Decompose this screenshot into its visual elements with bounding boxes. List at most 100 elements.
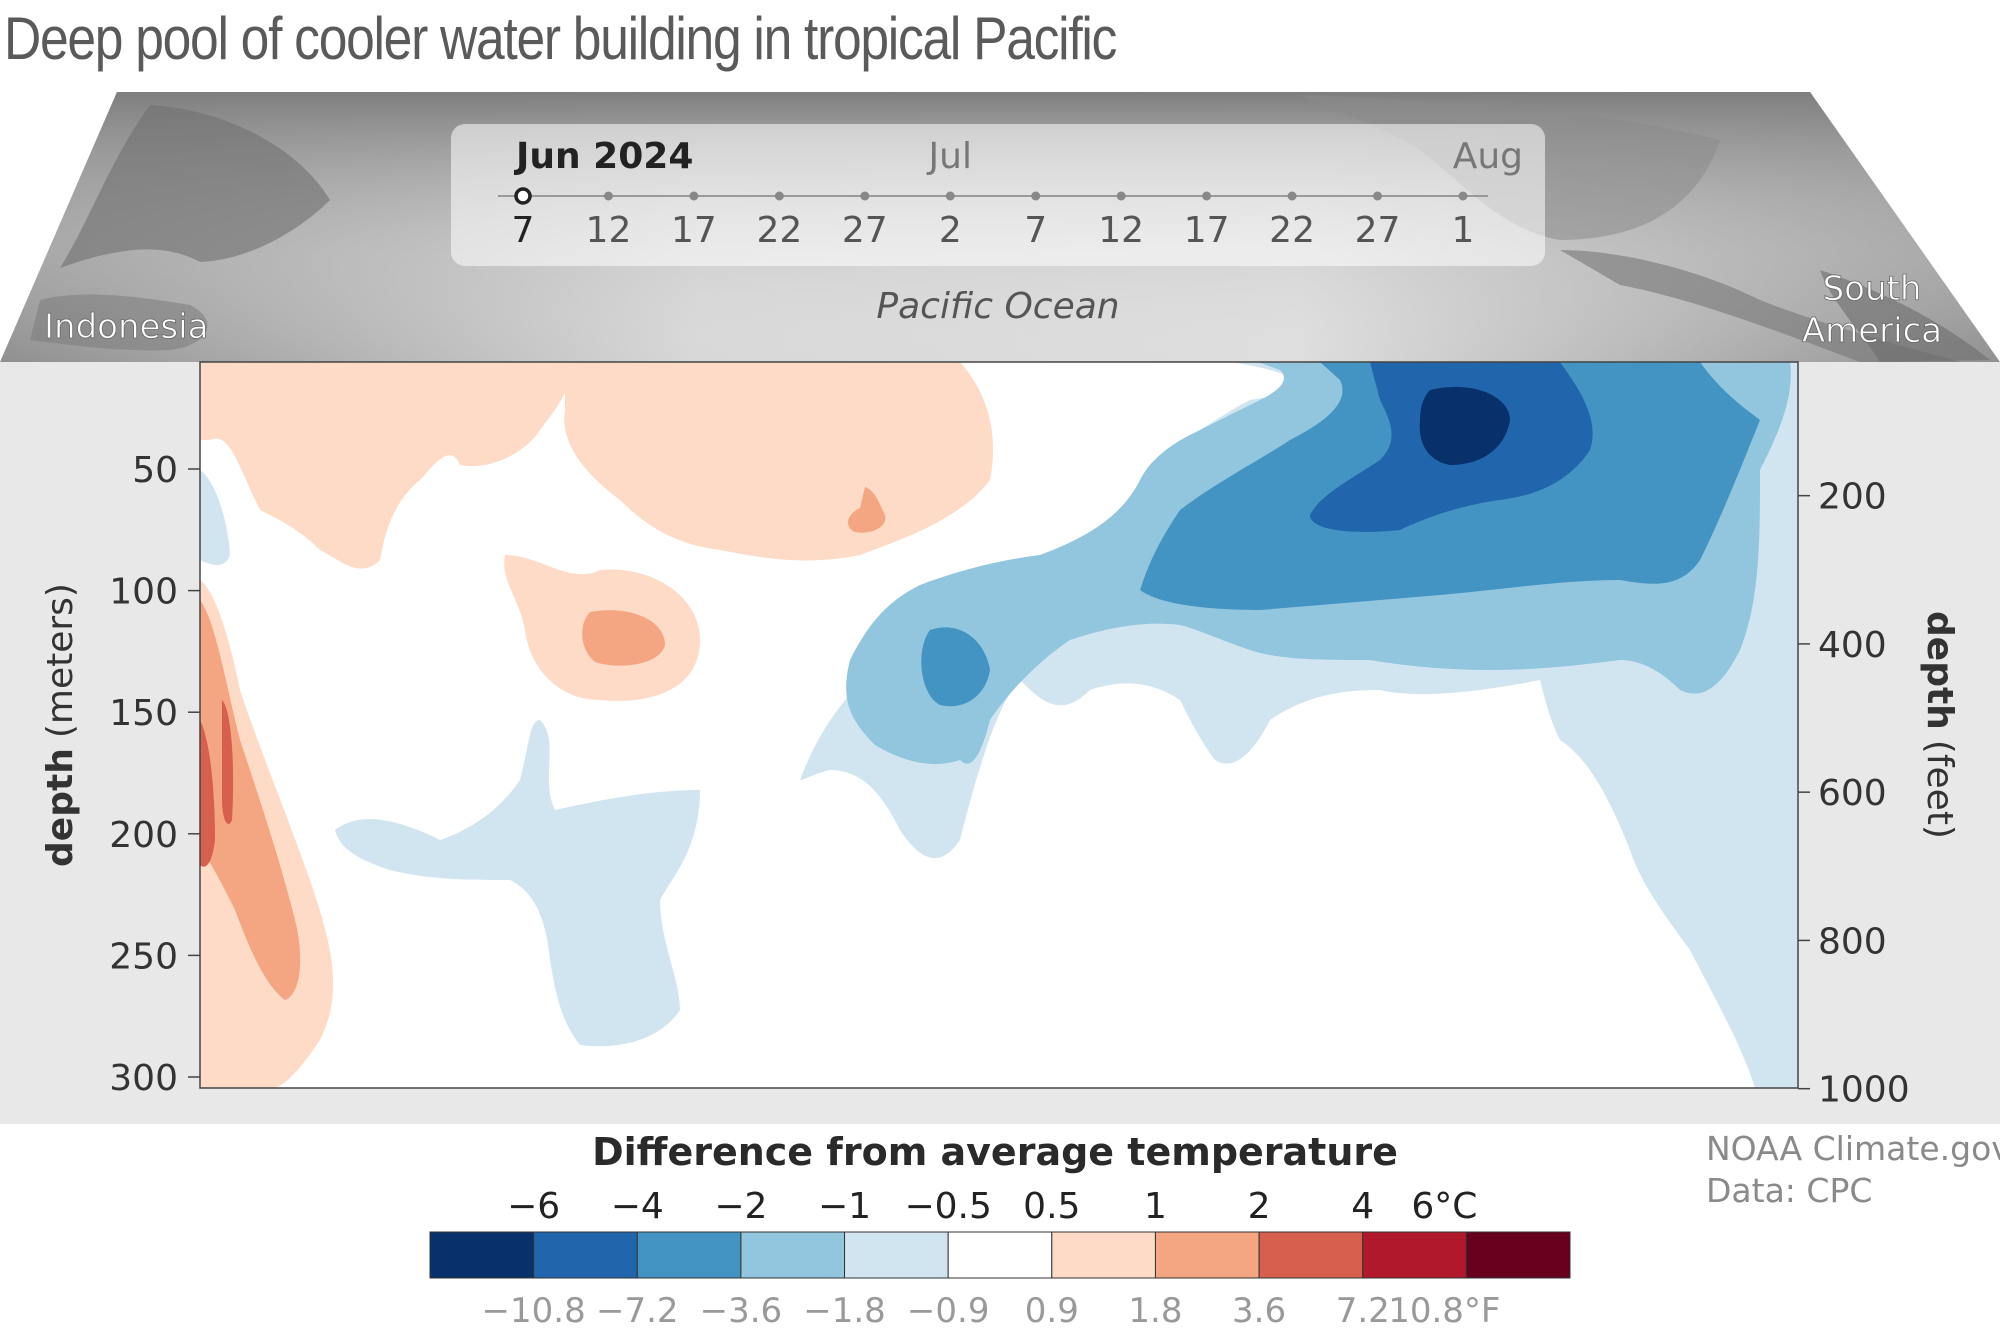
y-axis-left: 50 100 150 200 250 300	[109, 450, 200, 1099]
colorbar-title: Difference from average temperature	[592, 1130, 1398, 1174]
y-tick-label: 300	[109, 1058, 178, 1099]
colorbar-celsius-label: −6	[507, 1186, 560, 1227]
timeline-dot[interactable]	[1031, 191, 1041, 201]
timeline-day-label: 27	[842, 210, 888, 251]
y-axis-right-title-unit: (feet)	[1919, 740, 1960, 839]
colorbar-fahrenheit-label: 10.8°F	[1388, 1291, 1500, 1331]
plot-frame	[199, 361, 1799, 1089]
colorbar-fahrenheit-label: 1.8	[1128, 1291, 1182, 1331]
contour-cold-west-pocket	[921, 627, 990, 707]
colorbar-fahrenheit-label: −7.2	[596, 1291, 679, 1331]
y2-tick-label: 400	[1818, 625, 1887, 666]
timeline-day-label: 12	[1098, 210, 1144, 251]
colorbar-swatch	[844, 1231, 949, 1279]
colorbar-fahrenheit-label: −10.8	[482, 1291, 586, 1331]
y-tick-label: 150	[109, 693, 178, 734]
credit-source: NOAA Climate.gov	[1706, 1129, 2000, 1168]
pacific-ocean-label: Pacific Ocean	[876, 286, 1119, 327]
colorbar-swatch	[1258, 1231, 1364, 1279]
colorbar-celsius-label: 1	[1144, 1186, 1167, 1227]
y-axis-right-title: depth (feet)	[1919, 611, 1960, 839]
timeline-day-label: 27	[1355, 210, 1401, 251]
colorbar-fahrenheit-label: −0.9	[907, 1291, 990, 1331]
contour-warm-central-blob	[564, 362, 994, 561]
colorbar-celsius-label: 2	[1248, 1186, 1271, 1227]
timeline-dot[interactable]	[1116, 191, 1126, 201]
y-tick-label: 100	[109, 572, 178, 613]
colorbar: −6 −4 −2 −1 −0.5 0.5 1 2 4 6°C −10.8 −7.2 −3.6 −1.8 −0…	[429, 1186, 1571, 1331]
y-tick-label: 250	[109, 936, 178, 977]
colorbar-swatch	[1051, 1231, 1156, 1279]
central-america-landmass	[1560, 250, 1960, 362]
y2-tick-label: 600	[1818, 773, 1887, 814]
colorbar-celsius-label: −1	[818, 1186, 871, 1227]
y2-tick-label: 800	[1818, 921, 1887, 962]
contour-warm-west-core	[200, 720, 215, 867]
contour-warm-small-spot	[848, 487, 886, 533]
contour-warm-surface-band	[200, 362, 570, 569]
timeline-day-label: 7	[1024, 210, 1047, 251]
colorbar-fahrenheit-label: −3.6	[700, 1291, 783, 1331]
contour-fills	[200, 362, 1798, 1088]
plot-area	[199, 361, 1799, 1089]
colorbar-swatch	[1154, 1231, 1260, 1279]
colorbar-swatch	[1362, 1231, 1467, 1279]
y-axis-right-title-bold: depth	[1919, 611, 1960, 730]
timeline-day-label: 2	[939, 210, 962, 251]
colorbar-swatch	[636, 1231, 742, 1279]
timeline-dot[interactable]	[860, 191, 870, 201]
timeline-day-label: 7	[512, 210, 535, 251]
timeline-month-label: Jul	[927, 136, 972, 177]
contour-warm-mid-core	[582, 610, 665, 666]
colorbar-fahrenheit-label: 7.2	[1336, 1291, 1390, 1331]
y-axis-left-title-unit: (meters)	[40, 583, 81, 738]
contour-warm-west-inner	[200, 600, 301, 1000]
timeline-dot[interactable]	[1287, 191, 1297, 201]
colorbar-celsius-label: −2	[714, 1186, 767, 1227]
colorbar-celsius-label: −4	[611, 1186, 664, 1227]
south-america-landmass	[1820, 270, 1990, 362]
colorbar-swatch	[947, 1231, 1053, 1279]
timeline-month-label: Jun 2024	[513, 136, 693, 177]
timeline-dot[interactable]	[1458, 191, 1468, 201]
y-tick-label: 50	[132, 450, 178, 491]
timeline-dot[interactable]	[689, 191, 699, 201]
credit-block: NOAA Climate.gov Data: CPC	[1706, 1128, 2000, 1212]
timeline-panel[interactable]: Jun 2024 Jul Aug 7 12 17 22 27 2 7 12 17 22 27 1	[451, 124, 1545, 266]
contour-cold-core	[1419, 386, 1510, 465]
y-tick-label: 200	[109, 815, 178, 856]
timeline-day-label: 17	[1184, 210, 1230, 251]
america-label: America	[1802, 311, 1942, 351]
asia-landmass	[60, 105, 330, 268]
y-axis-left-title-bold: depth	[40, 748, 81, 867]
colorbar-celsius-label: 4	[1351, 1186, 1374, 1227]
colorbar-celsius-label: 6°C	[1411, 1186, 1477, 1227]
colorbar-swatch	[1465, 1231, 1571, 1279]
timeline-dot[interactable]	[1202, 191, 1212, 201]
timeline-dot[interactable]	[603, 191, 613, 201]
indonesia-label: Indonesia	[44, 307, 208, 347]
y2-tick-label: 200	[1818, 477, 1887, 518]
timeline-dot[interactable]	[514, 187, 532, 205]
contour-cold-mid-lower	[335, 720, 700, 1047]
colorbar-celsius-label: 0.5	[1023, 1186, 1080, 1227]
timeline-day-label: 17	[671, 210, 717, 251]
colorbar-celsius-label: −0.5	[904, 1186, 991, 1227]
colorbar-fahrenheit-label: 0.9	[1025, 1291, 1079, 1331]
timeline-day-label: 22	[1269, 210, 1315, 251]
y-axis-right: 200 400 600 800 1000	[1798, 477, 1910, 1111]
timeline-day-label: 1	[1452, 210, 1475, 251]
timeline-month-label: Aug	[1453, 136, 1523, 177]
timeline-dot[interactable]	[945, 191, 955, 201]
contour-warm-west-core2	[222, 700, 234, 824]
timeline-day-label: 12	[586, 210, 632, 251]
timeline-dot[interactable]	[774, 191, 784, 201]
indonesia-landmass	[30, 294, 208, 351]
colorbar-fahrenheit-label: −1.8	[803, 1291, 886, 1331]
timeline-dot[interactable]	[1373, 191, 1383, 201]
colorbar-swatch	[533, 1231, 638, 1279]
colorbar-swatch	[740, 1231, 846, 1279]
chart-title: Deep pool of cooler water building in tr…	[4, 5, 1117, 72]
timeline-day-label: 22	[756, 210, 802, 251]
